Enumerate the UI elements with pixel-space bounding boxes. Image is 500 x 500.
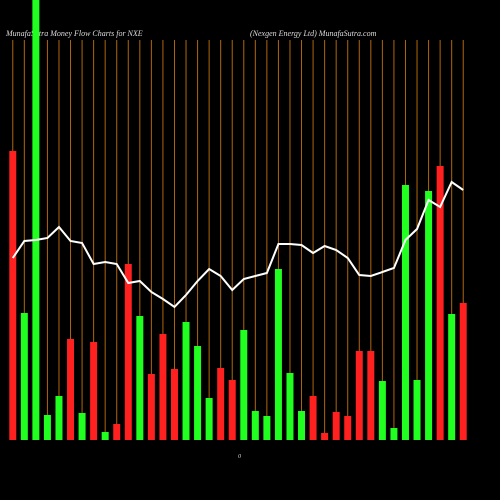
bar [367, 351, 375, 440]
bar [217, 368, 225, 440]
bar [67, 339, 75, 440]
flow-line [11, 180, 464, 309]
bar [9, 151, 17, 440]
axis-annotation: 0 [238, 454, 241, 460]
bar [90, 342, 98, 440]
bar [113, 424, 121, 440]
bar [101, 432, 109, 440]
bar [228, 380, 236, 440]
bar [32, 0, 40, 440]
bar [332, 412, 340, 440]
plot [9, 0, 467, 440]
bar [459, 303, 467, 440]
bar [147, 374, 155, 440]
bar [413, 380, 421, 440]
bar [401, 185, 409, 440]
bar [124, 264, 132, 440]
bar [298, 411, 306, 440]
bar [263, 416, 271, 440]
bar [159, 334, 167, 440]
bar [78, 413, 86, 440]
bar [355, 351, 363, 440]
bar [136, 316, 144, 440]
bar [436, 166, 444, 440]
bar [378, 381, 386, 440]
bar [20, 313, 28, 440]
chart-title: MunafaSutra Money Flow Charts for NXE [5, 29, 143, 38]
bar [182, 322, 190, 440]
bar [390, 428, 398, 440]
bar [425, 191, 433, 440]
bar [240, 330, 248, 440]
bar [194, 346, 202, 440]
bar [344, 416, 352, 440]
bar [321, 433, 329, 440]
bar [55, 396, 63, 440]
bar [274, 269, 282, 440]
bar [43, 415, 51, 440]
bar [205, 398, 213, 440]
bar [251, 411, 259, 440]
bar [170, 369, 178, 440]
bar [309, 396, 317, 440]
bar [286, 373, 294, 440]
bar [448, 314, 456, 440]
chart-subtitle: (Nexgen Energy Ltd) MunafaSutra.com [250, 29, 377, 38]
